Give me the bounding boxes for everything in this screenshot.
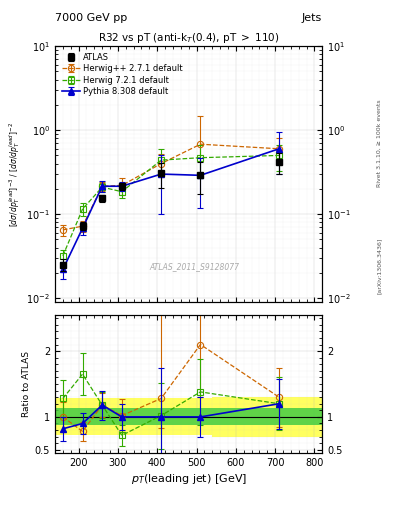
Title: R32 vs pT (anti-k$_T$(0.4), pT $>$ 110): R32 vs pT (anti-k$_T$(0.4), pT $>$ 110)	[98, 31, 279, 45]
Text: [arXiv:1306.3436]: [arXiv:1306.3436]	[377, 238, 382, 294]
Text: ATLAS_2011_S9128077: ATLAS_2011_S9128077	[149, 262, 239, 271]
X-axis label: $p_T$(leading jet) [GeV]: $p_T$(leading jet) [GeV]	[130, 472, 247, 486]
Text: Rivet 3.1.10, ≥ 100k events: Rivet 3.1.10, ≥ 100k events	[377, 99, 382, 187]
Y-axis label: Ratio to ATLAS: Ratio to ATLAS	[22, 351, 31, 417]
Text: 7000 GeV pp: 7000 GeV pp	[55, 13, 127, 23]
Legend: ATLAS, Herwig++ 2.7.1 default, Herwig 7.2.1 default, Pythia 8.308 default: ATLAS, Herwig++ 2.7.1 default, Herwig 7.…	[59, 50, 185, 99]
Y-axis label: $[d\sigma/dp_T^{lead}]^{-3}$ / $[d\sigma/dp_T^{lead}]^{-2}$: $[d\sigma/dp_T^{lead}]^{-3}$ / $[d\sigma…	[7, 121, 22, 227]
Text: Jets: Jets	[302, 13, 322, 23]
